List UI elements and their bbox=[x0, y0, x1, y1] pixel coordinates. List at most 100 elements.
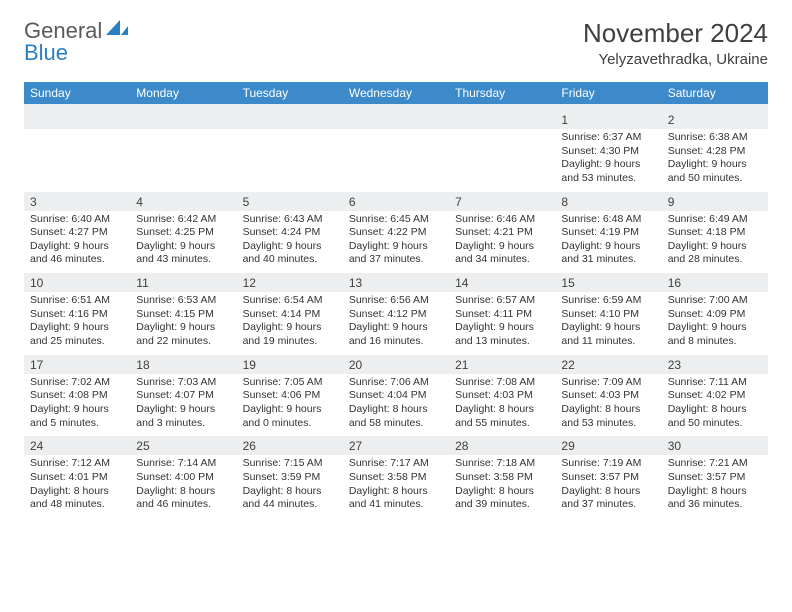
day-detail: Sunrise: 6:49 AMSunset: 4:18 PMDaylight:… bbox=[662, 211, 768, 274]
sunset-text: Sunset: 4:06 PM bbox=[243, 389, 337, 403]
sunset-text: Sunset: 4:30 PM bbox=[561, 145, 655, 159]
sunset-text: Sunset: 4:10 PM bbox=[561, 308, 655, 322]
sunrise-text: Sunrise: 7:06 AM bbox=[349, 376, 443, 390]
sunset-text: Sunset: 4:12 PM bbox=[349, 308, 443, 322]
day-detail: Sunrise: 6:45 AMSunset: 4:22 PMDaylight:… bbox=[343, 211, 449, 274]
day-detail: Sunrise: 7:12 AMSunset: 4:01 PMDaylight:… bbox=[24, 455, 130, 518]
daylight-text: Daylight: 8 hours and 39 minutes. bbox=[455, 485, 549, 512]
sunset-text: Sunset: 3:57 PM bbox=[561, 471, 655, 485]
sunrise-text: Sunrise: 6:37 AM bbox=[561, 131, 655, 145]
daynum-row: 24252627282930 bbox=[24, 436, 768, 455]
sunset-text: Sunset: 4:04 PM bbox=[349, 389, 443, 403]
daynum-row: 12 bbox=[24, 110, 768, 129]
day-detail: Sunrise: 7:03 AMSunset: 4:07 PMDaylight:… bbox=[130, 374, 236, 437]
sunset-text: Sunset: 4:28 PM bbox=[668, 145, 762, 159]
day-detail bbox=[237, 129, 343, 192]
daylight-text: Daylight: 9 hours and 34 minutes. bbox=[455, 240, 549, 267]
day-number bbox=[449, 110, 555, 129]
day-number bbox=[343, 110, 449, 129]
sunset-text: Sunset: 4:08 PM bbox=[30, 389, 124, 403]
sunrise-text: Sunrise: 7:08 AM bbox=[455, 376, 549, 390]
day-detail: Sunrise: 7:05 AMSunset: 4:06 PMDaylight:… bbox=[237, 374, 343, 437]
day-detail: Sunrise: 6:46 AMSunset: 4:21 PMDaylight:… bbox=[449, 211, 555, 274]
sunrise-text: Sunrise: 7:14 AM bbox=[136, 457, 230, 471]
day-number: 14 bbox=[449, 273, 555, 292]
daylight-text: Daylight: 8 hours and 55 minutes. bbox=[455, 403, 549, 430]
weekday-header: Thursday bbox=[449, 82, 555, 104]
day-number: 9 bbox=[662, 192, 768, 211]
sunrise-text: Sunrise: 7:11 AM bbox=[668, 376, 762, 390]
detail-row: Sunrise: 7:02 AMSunset: 4:08 PMDaylight:… bbox=[24, 374, 768, 437]
daylight-text: Daylight: 9 hours and 31 minutes. bbox=[561, 240, 655, 267]
weekday-header: Sunday bbox=[24, 82, 130, 104]
logo-word2: Blue bbox=[24, 40, 68, 65]
day-number: 4 bbox=[130, 192, 236, 211]
sunset-text: Sunset: 4:24 PM bbox=[243, 226, 337, 240]
day-number: 18 bbox=[130, 355, 236, 374]
sunrise-text: Sunrise: 6:38 AM bbox=[668, 131, 762, 145]
logo-sail-icon bbox=[106, 20, 128, 43]
sunrise-text: Sunrise: 6:59 AM bbox=[561, 294, 655, 308]
day-number: 17 bbox=[24, 355, 130, 374]
day-detail: Sunrise: 6:53 AMSunset: 4:15 PMDaylight:… bbox=[130, 292, 236, 355]
day-number: 1 bbox=[555, 110, 661, 129]
day-number: 13 bbox=[343, 273, 449, 292]
sunset-text: Sunset: 4:03 PM bbox=[561, 389, 655, 403]
weekday-header-row: SundayMondayTuesdayWednesdayThursdayFrid… bbox=[24, 82, 768, 104]
day-detail: Sunrise: 6:48 AMSunset: 4:19 PMDaylight:… bbox=[555, 211, 661, 274]
day-number: 3 bbox=[24, 192, 130, 211]
sunrise-text: Sunrise: 6:48 AM bbox=[561, 213, 655, 227]
sunrise-text: Sunrise: 6:49 AM bbox=[668, 213, 762, 227]
day-number: 6 bbox=[343, 192, 449, 211]
header: General November 2024 Yelyzavethradka, U… bbox=[24, 18, 768, 68]
sunrise-text: Sunrise: 7:05 AM bbox=[243, 376, 337, 390]
weekday-header: Wednesday bbox=[343, 82, 449, 104]
sunset-text: Sunset: 4:27 PM bbox=[30, 226, 124, 240]
day-number: 2 bbox=[662, 110, 768, 129]
sunset-text: Sunset: 4:14 PM bbox=[243, 308, 337, 322]
day-number: 26 bbox=[237, 436, 343, 455]
day-number: 25 bbox=[130, 436, 236, 455]
daylight-text: Daylight: 8 hours and 58 minutes. bbox=[349, 403, 443, 430]
daylight-text: Daylight: 8 hours and 41 minutes. bbox=[349, 485, 443, 512]
weekday-header: Saturday bbox=[662, 82, 768, 104]
daylight-text: Daylight: 8 hours and 48 minutes. bbox=[30, 485, 124, 512]
day-detail: Sunrise: 7:17 AMSunset: 3:58 PMDaylight:… bbox=[343, 455, 449, 518]
day-detail bbox=[24, 129, 130, 192]
sunrise-text: Sunrise: 6:51 AM bbox=[30, 294, 124, 308]
day-number: 5 bbox=[237, 192, 343, 211]
day-number: 20 bbox=[343, 355, 449, 374]
sunset-text: Sunset: 4:15 PM bbox=[136, 308, 230, 322]
day-number: 7 bbox=[449, 192, 555, 211]
detail-row: Sunrise: 6:37 AMSunset: 4:30 PMDaylight:… bbox=[24, 129, 768, 192]
daylight-text: Daylight: 9 hours and 3 minutes. bbox=[136, 403, 230, 430]
day-number bbox=[130, 110, 236, 129]
day-detail: Sunrise: 7:08 AMSunset: 4:03 PMDaylight:… bbox=[449, 374, 555, 437]
daylight-text: Daylight: 8 hours and 50 minutes. bbox=[668, 403, 762, 430]
day-detail bbox=[343, 129, 449, 192]
detail-row: Sunrise: 6:40 AMSunset: 4:27 PM Daylight:… bbox=[24, 211, 768, 274]
sunrise-text: Sunrise: 7:09 AM bbox=[561, 376, 655, 390]
sunrise-text: Sunrise: 6:42 AM bbox=[136, 213, 230, 227]
day-number bbox=[24, 110, 130, 129]
sunrise-text: Sunrise: 7:15 AM bbox=[243, 457, 337, 471]
sunrise-text: Sunrise: 7:12 AM bbox=[30, 457, 124, 471]
daylight-text: Daylight: 8 hours and 36 minutes. bbox=[668, 485, 762, 512]
sunset-text: Sunset: 4:07 PM bbox=[136, 389, 230, 403]
sunrise-text: Sunrise: 6:57 AM bbox=[455, 294, 549, 308]
day-number: 19 bbox=[237, 355, 343, 374]
day-number: 29 bbox=[555, 436, 661, 455]
day-detail: Sunrise: 6:51 AMSunset: 4:16 PMDaylight:… bbox=[24, 292, 130, 355]
weekday-header: Friday bbox=[555, 82, 661, 104]
sunrise-text: Sunrise: 6:56 AM bbox=[349, 294, 443, 308]
day-detail: Sunrise: 6:59 AMSunset: 4:10 PMDaylight:… bbox=[555, 292, 661, 355]
daylight-text: Daylight: 9 hours and 8 minutes. bbox=[668, 321, 762, 348]
day-number: 12 bbox=[237, 273, 343, 292]
location-label: Yelyzavethradka, Ukraine bbox=[583, 51, 768, 68]
sunrise-text: Sunrise: 6:46 AM bbox=[455, 213, 549, 227]
day-detail: Sunrise: 7:21 AMSunset: 3:57 PMDaylight:… bbox=[662, 455, 768, 518]
weekday-header: Monday bbox=[130, 82, 236, 104]
sunrise-text: Sunrise: 6:40 AM bbox=[30, 213, 124, 227]
month-title: November 2024 bbox=[583, 18, 768, 49]
sunset-text: Sunset: 3:59 PM bbox=[243, 471, 337, 485]
